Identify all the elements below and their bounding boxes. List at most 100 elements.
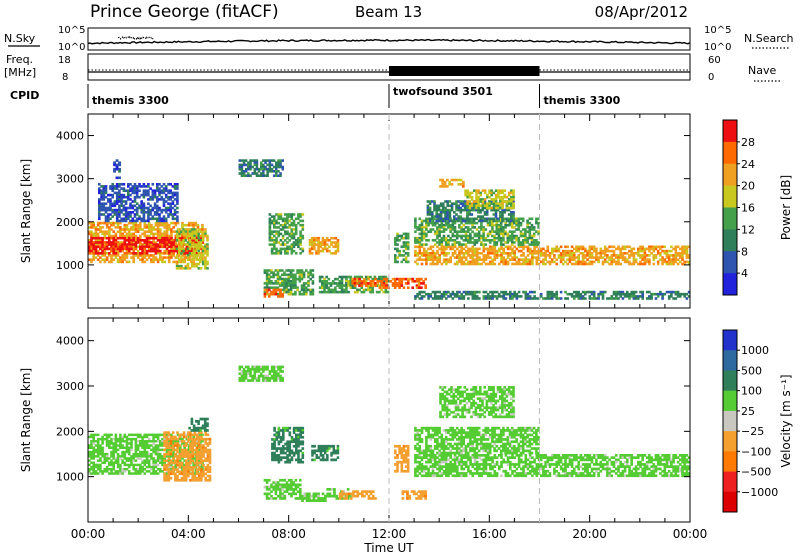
heatmap-cell xyxy=(191,236,194,240)
heatmap-cell xyxy=(162,215,166,218)
heatmap-cell xyxy=(542,260,545,264)
heatmap-cell xyxy=(275,241,278,244)
heatmap-cell xyxy=(163,243,166,246)
heatmap-cell xyxy=(468,208,471,212)
heatmap-cell xyxy=(116,221,120,225)
heatmap-cell xyxy=(528,295,532,298)
heatmap-cell xyxy=(286,213,289,216)
heatmap-cell xyxy=(127,442,131,445)
heatmap-cell xyxy=(661,256,664,259)
heatmap-cell xyxy=(462,228,466,231)
heatmap-cell xyxy=(610,297,614,300)
heatmap-cell xyxy=(429,262,433,266)
heatmap-cell xyxy=(275,165,278,169)
heatmap-cell xyxy=(115,219,119,223)
heatmap-cell xyxy=(138,189,141,192)
heatmap-cell xyxy=(537,223,540,227)
heatmap-cell xyxy=(485,213,489,216)
heatmap-cell xyxy=(125,234,129,238)
heatmap-cell xyxy=(469,262,472,266)
heatmap-cell xyxy=(597,297,600,300)
heatmap-cell xyxy=(279,213,283,216)
heatmap-cell xyxy=(537,241,540,244)
heatmap-cell xyxy=(321,290,324,294)
heatmap-cell xyxy=(639,256,642,259)
heatmap-cell xyxy=(156,437,160,441)
heatmap-cell xyxy=(287,290,291,294)
heatmap-cell xyxy=(265,271,269,274)
heatmap-cell xyxy=(119,455,122,458)
heatmap-cell xyxy=(553,260,556,264)
heatmap-cell xyxy=(499,211,502,214)
heatmap-cell xyxy=(286,219,289,223)
heatmap-cell xyxy=(466,241,470,244)
heatmap-cell xyxy=(378,275,381,279)
heatmap-cell xyxy=(460,243,463,246)
heatmap-cell xyxy=(161,459,164,462)
heatmap-cell xyxy=(683,249,686,253)
heatmap-cell xyxy=(156,200,159,203)
heatmap-cell xyxy=(315,252,318,255)
heatmap-cell xyxy=(284,230,287,233)
heatmap-cell xyxy=(483,191,487,195)
heatmap-cell xyxy=(451,290,455,294)
heatmap-cell xyxy=(420,236,424,240)
heatmap-cell xyxy=(118,204,121,208)
heatmap-cell xyxy=(466,191,469,195)
heatmap-cell xyxy=(433,297,437,300)
heatmap-cell xyxy=(153,217,157,221)
heatmap-cell xyxy=(125,226,129,229)
heatmap-cell xyxy=(507,206,511,210)
heatmap-cell xyxy=(125,459,129,462)
heatmap-cell xyxy=(284,217,287,221)
heatmap-cell xyxy=(291,269,295,272)
heatmap-cell xyxy=(584,297,587,300)
heatmap-cell xyxy=(458,295,461,298)
heatmap-cell xyxy=(619,247,622,251)
heatmap-cell xyxy=(497,234,501,238)
heatmap-cell xyxy=(299,247,302,251)
heatmap-cell xyxy=(127,191,130,195)
heatmap-cell xyxy=(584,254,587,257)
heatmap-cell xyxy=(118,215,121,218)
heatmap-cell xyxy=(105,440,109,443)
heatmap-cell xyxy=(88,444,91,447)
heatmap-cell xyxy=(188,243,192,246)
heatmap-cell xyxy=(287,292,291,296)
heatmap-cell xyxy=(285,288,288,292)
heatmap-cell xyxy=(140,217,143,221)
heatmap-cell xyxy=(129,198,132,201)
heatmap-cell xyxy=(623,260,627,264)
heatmap-cell xyxy=(615,260,618,264)
heatmap-cell xyxy=(473,200,476,203)
heatmap-cell xyxy=(617,258,620,261)
heatmap-cell xyxy=(165,230,169,233)
heatmap-cell xyxy=(471,245,475,249)
heatmap-cell xyxy=(467,262,470,266)
heatmap-cell xyxy=(505,219,509,223)
heatmap-cell xyxy=(144,193,148,197)
heatmap-cell xyxy=(496,208,500,212)
heatmap-cell xyxy=(112,236,115,240)
heatmap-cell xyxy=(396,234,399,238)
heatmap-cell xyxy=(665,252,669,255)
heatmap-cell xyxy=(284,219,287,223)
heatmap-cell xyxy=(491,260,494,264)
heatmap-cell xyxy=(201,252,204,255)
heatmap-cell xyxy=(275,226,278,229)
heatmap-cell xyxy=(272,174,276,177)
heatmap-cell xyxy=(588,249,592,253)
heatmap-cell xyxy=(101,455,104,458)
heatmap-cell xyxy=(150,243,153,246)
heatmap-cell xyxy=(332,252,335,255)
heatmap-cell xyxy=(158,183,161,186)
heatmap-cell xyxy=(481,200,485,203)
heatmap-cell xyxy=(427,254,430,257)
heatmap-cell xyxy=(167,195,170,199)
heatmap-cell xyxy=(502,230,505,233)
heatmap-cell xyxy=(133,191,137,195)
heatmap-cell xyxy=(451,232,455,236)
heatmap-cell xyxy=(161,444,164,447)
heatmap-cell xyxy=(161,433,164,437)
heatmap-cell xyxy=(268,213,272,216)
